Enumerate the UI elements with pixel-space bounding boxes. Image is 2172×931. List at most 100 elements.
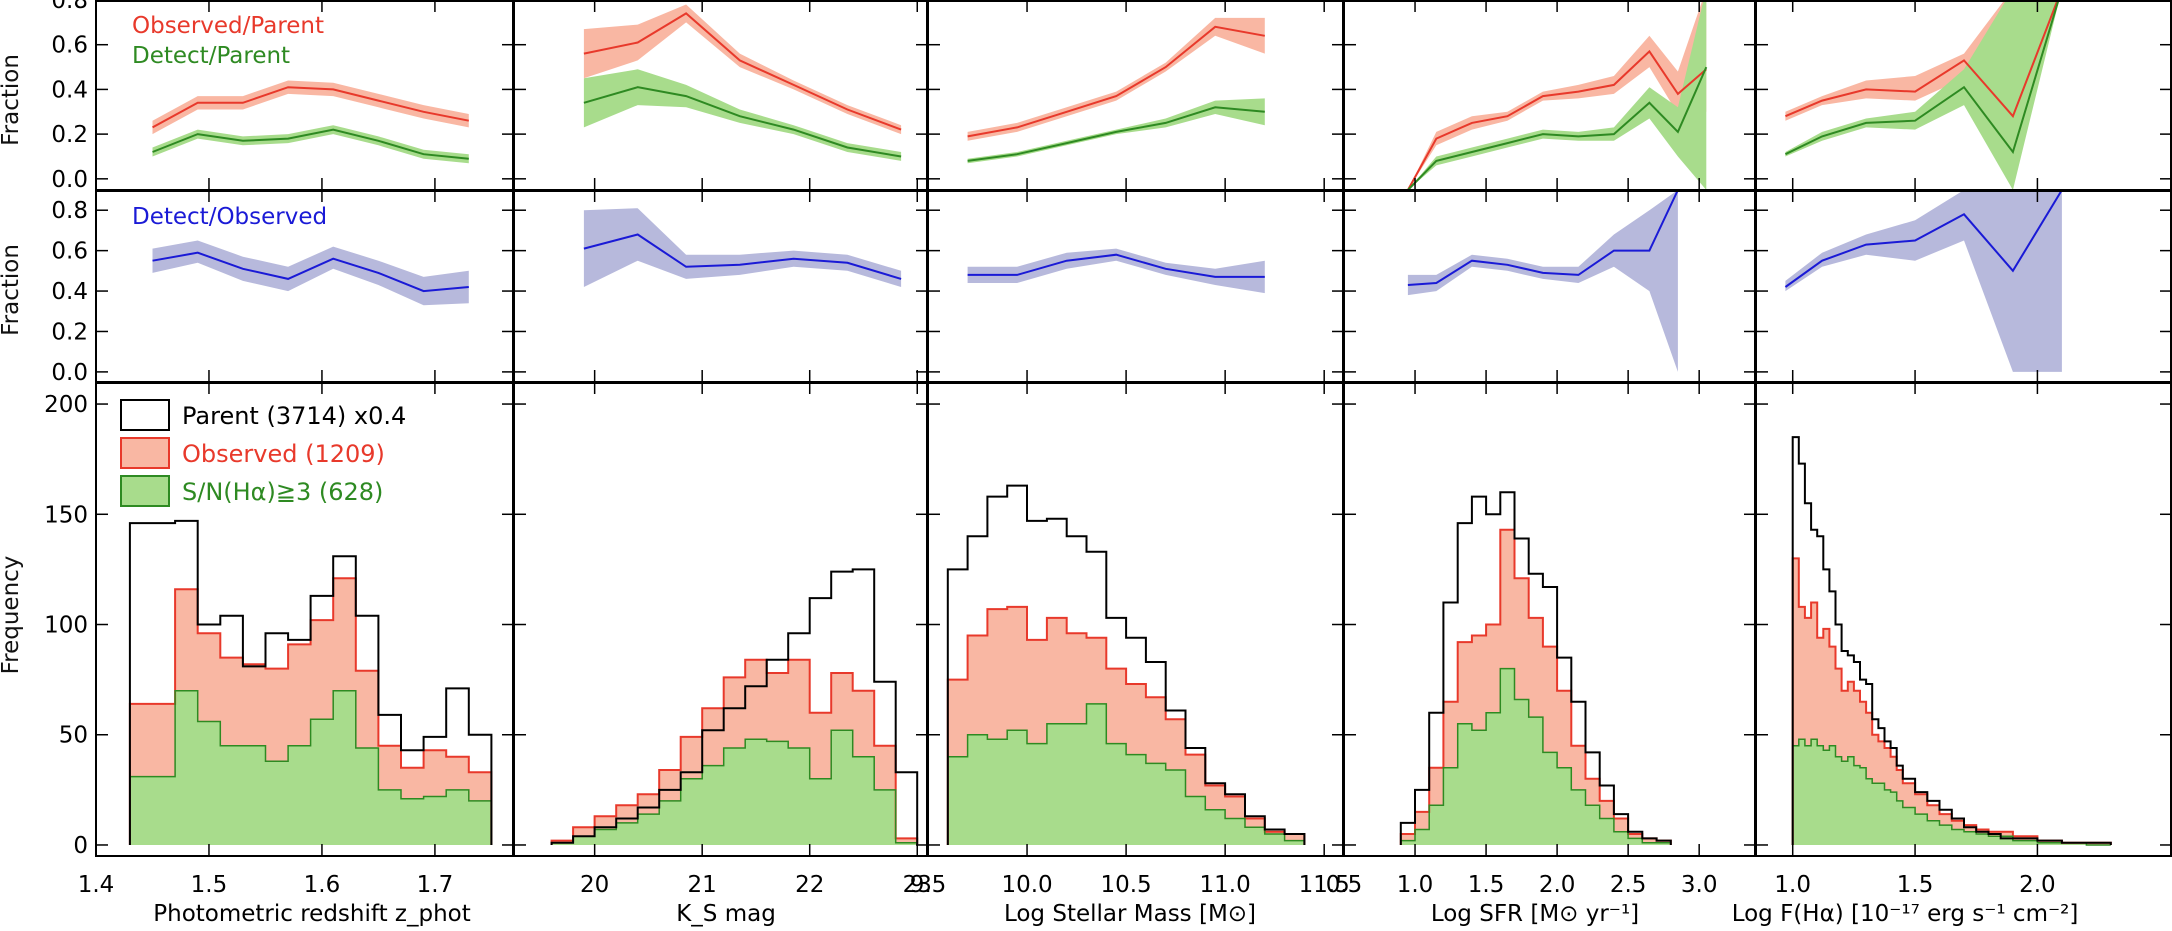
y-title-top: Fraction (0, 54, 24, 146)
detect-observed-line-4 (1784, 189, 2063, 288)
hist-0-ytick-label-4: 200 (44, 392, 88, 418)
top-0-ytick-label-2: 0.4 (51, 77, 88, 103)
detect-hist-fill-3 (1400, 668, 1671, 845)
hist-3-xtick-label-2: 1.5 (1468, 872, 1505, 898)
detect-hist-outline-2 (947, 703, 1306, 845)
hist-0-ytick-label-0: 0 (73, 833, 88, 859)
hist-4-xtick-label-2: 2.0 (2019, 872, 2056, 898)
hist-2-xtick-label-1: 10.0 (1001, 872, 1052, 898)
detect-observed-line-0 (152, 251, 469, 293)
observed-hist-outline-1 (550, 658, 919, 845)
chart-column-3 (1399, 0, 1708, 845)
detect-observed-band-4 (1785, 190, 2062, 372)
chart-content-2 (946, 17, 1306, 845)
hist-4-xtick-label-1: 1.5 (1897, 872, 1934, 898)
x-title-3: Log SFR [M⊙ yr⁻¹] (1431, 901, 1639, 927)
parent-hist-outline-0 (128, 519, 493, 845)
legend-swatch-parent (120, 399, 170, 431)
hist-legend: Parent (3714) x0.4 Observed (1209) S/N(H… (120, 399, 406, 507)
panel-frame-1-1 (513, 190, 928, 383)
detect-hist-outline-1 (550, 729, 918, 845)
detect-hist-outline-0 (129, 689, 493, 845)
hist-0-ytick-label-1: 50 (59, 723, 88, 749)
hist-1-xtick-label-3: 23 (903, 872, 932, 898)
top-0-ytick-label-0: 0.0 (51, 167, 88, 193)
hist-2-xtick-label-0: 9.5 (910, 872, 947, 898)
panel-frame-3-1 (1343, 190, 1756, 383)
hist-3-xtick-label-0: 0.5 (1326, 872, 1363, 898)
mid-0-ytick-label-1: 0.2 (51, 319, 88, 345)
hist-2-xtick-label-3: 11.0 (1200, 872, 1251, 898)
x-title-2: Log Stellar Mass [M⊙] (1004, 901, 1256, 927)
detect-parent-line-2 (967, 106, 1265, 162)
hist-3-xtick-label-1: 1.0 (1397, 872, 1434, 898)
label-detect-parent: Detect/Parent (132, 43, 290, 69)
parent-hist-outline-4 (1791, 436, 2112, 845)
chart-column-4 (1784, 0, 2112, 846)
detect-observed-line-1 (583, 233, 902, 280)
frames-layer: 0.0 0.2 0.4 0.6 0.8 0.0 0.2 0.4 0.6 0.8 1.4 1.5 1.6 1… (44, 0, 2172, 898)
panel-frame-1-0 (513, 0, 928, 191)
observed-parent-band-2 (967, 17, 1265, 141)
legend-text-observed: Observed (1209) (182, 440, 385, 468)
detect-observed-band-0 (152, 240, 469, 306)
label-detect-observed: Detect/Observed (132, 204, 327, 230)
detect-parent-band-0 (152, 125, 469, 164)
observed-parent-line-2 (967, 25, 1265, 138)
observed-parent-band-1 (583, 4, 902, 135)
detect-hist-fill-1 (551, 730, 918, 845)
observed-parent-line-3 (1407, 49, 1707, 191)
mid-0-ytick-label-3: 0.6 (51, 239, 88, 265)
observed-hist-fill-4 (1792, 558, 2111, 845)
mid-0-ytick-label-0: 0.0 (51, 360, 88, 386)
detect-observed-line-2 (967, 253, 1265, 278)
hist-1-xtick-label-1: 21 (688, 872, 717, 898)
hist-4-xtick-label-0: 1.0 (1774, 872, 1811, 898)
x-title-4: Log F(Hα) [10⁻¹⁷ erg s⁻¹ cm⁻²] (1732, 901, 2079, 927)
hist-0-xtick-label-3: 1.7 (417, 872, 454, 898)
detect-parent-line-3 (1407, 66, 1708, 191)
label-observed-parent: Observed/Parent (132, 13, 324, 39)
detect-parent-line-4 (1784, 0, 2060, 156)
hist-3-xtick-label-3: 2.0 (1539, 872, 1576, 898)
detect-observed-band-2 (967, 248, 1265, 294)
hist-0-xtick-label-2: 1.6 (304, 872, 341, 898)
mid-0-ytick-label-4: 0.8 (51, 198, 88, 224)
detect-hist-outline-3 (1400, 667, 1672, 845)
parent-hist-outline-1 (550, 568, 919, 845)
parent-hist-outline-2 (946, 484, 1306, 845)
x-title-1: K_S mag (676, 901, 776, 927)
hist-0-xtick-label-0: 1.4 (78, 872, 115, 898)
chart-content-3 (1399, 0, 1708, 845)
panels-layer (128, 0, 2112, 846)
top-0-ytick-label-1: 0.2 (51, 122, 88, 148)
legend-text-detect: S/N(Hα)≧3 (628) (182, 478, 383, 506)
panel-frame-2-1 (927, 190, 1344, 383)
panel-frame-4-2 (1755, 382, 2172, 857)
legend-text-parent: Parent (3714) x0.4 (182, 402, 406, 430)
hist-1-xtick-label-0: 20 (580, 872, 609, 898)
detect-parent-line-0 (152, 128, 469, 160)
hist-0-xtick-label-1: 1.5 (191, 872, 228, 898)
observed-parent-line-4 (1785, 0, 2059, 119)
detect-observed-band-1 (583, 208, 902, 287)
detect-observed-band-3 (1407, 190, 1678, 372)
hist-0-ytick-label-2: 100 (44, 613, 88, 639)
chart-column-1 (550, 4, 919, 845)
detect-parent-band-3 (1407, 0, 1707, 190)
detect-hist-fill-4 (1792, 739, 2111, 845)
panel-frame-2-0 (927, 0, 1344, 191)
chart-column-2 (946, 17, 1306, 845)
legend-swatch-detect (120, 475, 170, 507)
observed-parent-line-1 (583, 12, 902, 131)
mid-0-ytick-label-2: 0.4 (51, 279, 88, 305)
parent-hist-outline-3 (1399, 491, 1672, 845)
observed-parent-line-0 (152, 86, 469, 129)
hist-3-xtick-label-5: 3.0 (1681, 872, 1718, 898)
top-0-ytick-label-4: 0.8 (51, 0, 88, 14)
detect-parent-line-1 (583, 86, 902, 158)
chart-content-1 (550, 4, 919, 845)
y-title-middle: Fraction (0, 244, 24, 336)
y-title-bottom: Frequency (0, 556, 24, 675)
observed-hist-outline-0 (128, 577, 493, 845)
